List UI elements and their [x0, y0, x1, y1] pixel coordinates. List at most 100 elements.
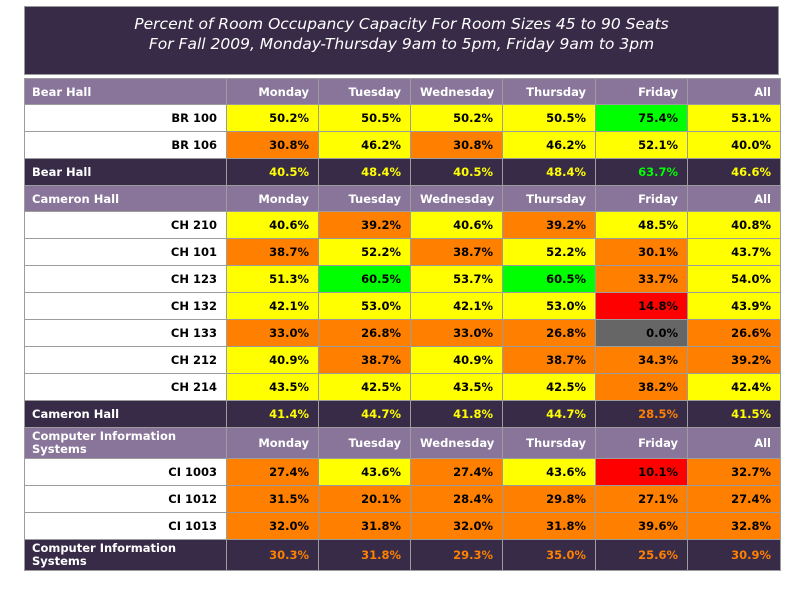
- building-header-row: Cameron Hall Monday Tuesday Wednesday Thursd…: [24, 185, 781, 212]
- summary-building-name: Cameron Hall: [24, 400, 227, 428]
- occupancy-cell: 26.8%: [318, 319, 411, 347]
- occupancy-cell: 43.6%: [502, 458, 596, 486]
- column-header-monday: Monday: [226, 78, 319, 105]
- column-header-thursday: Thursday: [502, 185, 596, 212]
- building-header-row: Bear Hall Monday Tuesday Wednesday Thursday F…: [24, 78, 781, 105]
- column-header-all: All: [687, 185, 781, 212]
- occupancy-cell: 26.8%: [502, 319, 596, 347]
- occupancy-cell: 53.0%: [318, 292, 411, 320]
- room-name: CH 210: [24, 211, 227, 239]
- occupancy-cell: 33.7%: [595, 265, 688, 293]
- column-header-friday: Friday: [595, 78, 688, 105]
- table-row: BR 106 30.8% 46.2% 30.8% 46.2% 52.1% 40.0%: [24, 131, 781, 159]
- table-row: CH 214 43.5% 42.5% 43.5% 42.5% 38.2% 42.4%: [24, 373, 781, 401]
- building-name: Bear Hall: [24, 78, 227, 105]
- room-name: CH 101: [24, 238, 227, 266]
- summary-cell: 41.4%: [226, 400, 319, 428]
- occupancy-cell: 38.7%: [226, 238, 319, 266]
- column-header-tuesday: Tuesday: [318, 427, 411, 459]
- occupancy-cell: 42.5%: [502, 373, 596, 401]
- summary-cell: 48.4%: [318, 158, 411, 186]
- occupancy-cell: 60.5%: [502, 265, 596, 293]
- column-header-thursday: Thursday: [502, 78, 596, 105]
- occupancy-cell: 51.3%: [226, 265, 319, 293]
- occupancy-cell: 40.8%: [687, 211, 781, 239]
- room-name: CH 123: [24, 265, 227, 293]
- summary-cell: 35.0%: [502, 539, 596, 571]
- occupancy-cell: 28.4%: [410, 485, 503, 513]
- occupancy-cell: 42.4%: [687, 373, 781, 401]
- occupancy-cell: 27.4%: [226, 458, 319, 486]
- table-row: BR 100 50.2% 50.5% 50.2% 50.5% 75.4% 53.1%: [24, 104, 781, 132]
- summary-cell: 25.6%: [595, 539, 688, 571]
- building-summary-row: Cameron Hall 41.4% 44.7% 41.8% 44.7% 28.5% 41.…: [24, 400, 781, 428]
- occupancy-cell: 34.3%: [595, 346, 688, 374]
- room-name: CH 133: [24, 319, 227, 347]
- occupancy-cell: 30.8%: [410, 131, 503, 159]
- occupancy-cell: 33.0%: [226, 319, 319, 347]
- occupancy-cell: 30.1%: [595, 238, 688, 266]
- column-header-thursday: Thursday: [502, 427, 596, 459]
- summary-cell: 40.5%: [226, 158, 319, 186]
- occupancy-cell: 39.2%: [502, 211, 596, 239]
- room-name: BR 106: [24, 131, 227, 159]
- occupancy-cell: 43.7%: [687, 238, 781, 266]
- building-name: Cameron Hall: [24, 185, 227, 212]
- occupancy-cell: 27.4%: [410, 458, 503, 486]
- occupancy-cell: 46.2%: [318, 131, 411, 159]
- column-header-friday: Friday: [595, 185, 688, 212]
- room-name: CI 1012: [24, 485, 227, 513]
- summary-cell: 30.9%: [687, 539, 781, 571]
- occupancy-cell: 38.7%: [410, 238, 503, 266]
- column-header-tuesday: Tuesday: [318, 78, 411, 105]
- occupancy-cell: 38.7%: [318, 346, 411, 374]
- occupancy-cell: 27.1%: [595, 485, 688, 513]
- occupancy-cell: 31.8%: [502, 512, 596, 540]
- summary-cell: 41.8%: [410, 400, 503, 428]
- summary-cell: 41.5%: [687, 400, 781, 428]
- occupancy-cell: 42.5%: [318, 373, 411, 401]
- occupancy-cell: 27.4%: [687, 485, 781, 513]
- title-line-2: For Fall 2009, Monday-Thursday 9am to 5p…: [148, 35, 655, 53]
- occupancy-cell: 40.6%: [226, 211, 319, 239]
- building-summary-row: Computer Information Systems 30.3% 31.8% 29…: [24, 539, 781, 571]
- occupancy-cell: 31.5%: [226, 485, 319, 513]
- occupancy-cell: 50.2%: [226, 104, 319, 132]
- occupancy-cell: 32.8%: [687, 512, 781, 540]
- room-name: CI 1013: [24, 512, 227, 540]
- occupancy-cell: 52.2%: [318, 238, 411, 266]
- occupancy-cell: 10.1%: [595, 458, 688, 486]
- summary-cell: 63.7%: [595, 158, 688, 186]
- occupancy-cell: 50.5%: [318, 104, 411, 132]
- occupancy-cell: 42.1%: [410, 292, 503, 320]
- occupancy-cell: 43.5%: [410, 373, 503, 401]
- summary-cell: 40.5%: [410, 158, 503, 186]
- occupancy-cell: 40.9%: [226, 346, 319, 374]
- occupancy-table: Bear Hall Monday Tuesday Wednesday Thursday F…: [24, 78, 781, 571]
- column-header-all: All: [687, 78, 781, 105]
- table-row: CH 123 51.3% 60.5% 53.7% 60.5% 33.7% 54.0%: [24, 265, 781, 293]
- occupancy-cell: 32.0%: [410, 512, 503, 540]
- building-summary-row: Bear Hall 40.5% 48.4% 40.5% 48.4% 63.7% 46.6%: [24, 158, 781, 186]
- occupancy-cell: 40.6%: [410, 211, 503, 239]
- table-row: CH 212 40.9% 38.7% 40.9% 38.7% 34.3% 39.2%: [24, 346, 781, 374]
- occupancy-cell: 50.2%: [410, 104, 503, 132]
- column-header-friday: Friday: [595, 427, 688, 459]
- summary-building-name: Computer Information Systems: [24, 539, 227, 571]
- summary-cell: 48.4%: [502, 158, 596, 186]
- occupancy-cell: 39.2%: [687, 346, 781, 374]
- table-row: CI 1013 32.0% 31.8% 32.0% 31.8% 39.6% 32.8%: [24, 512, 781, 540]
- building-name: Computer Information Systems: [24, 427, 227, 459]
- title-line-1: Percent of Room Occupancy Capacity For R…: [134, 15, 669, 33]
- occupancy-cell: 42.1%: [226, 292, 319, 320]
- occupancy-cell: 75.4%: [595, 104, 688, 132]
- table-row: CI 1003 27.4% 43.6% 27.4% 43.6% 10.1% 32.7%: [24, 458, 781, 486]
- summary-cell: 31.8%: [318, 539, 411, 571]
- room-name: CH 132: [24, 292, 227, 320]
- column-header-tuesday: Tuesday: [318, 185, 411, 212]
- summary-cell: 30.3%: [226, 539, 319, 571]
- summary-cell: 46.6%: [687, 158, 781, 186]
- table-row: CH 210 40.6% 39.2% 40.6% 39.2% 48.5% 40.8%: [24, 211, 781, 239]
- column-header-monday: Monday: [226, 427, 319, 459]
- summary-building-name: Bear Hall: [24, 158, 227, 186]
